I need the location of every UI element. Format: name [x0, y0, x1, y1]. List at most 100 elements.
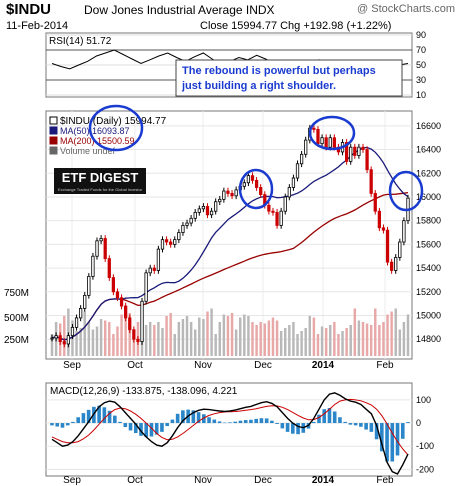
macd-histogram-bar — [170, 419, 175, 424]
price-candle-body — [254, 179, 259, 188]
macd-histogram-bar — [228, 422, 232, 424]
macd-histogram-bar — [97, 405, 101, 424]
volume-bar — [284, 328, 287, 356]
price-candle-body — [99, 238, 103, 242]
price-x-label: Feb — [376, 360, 394, 371]
price-candle-body — [320, 137, 324, 145]
price-tick-label: 16200 — [416, 168, 441, 178]
macd-histogram-bar — [123, 423, 128, 427]
volume-tick-label: 500M — [4, 313, 29, 324]
macd-histogram-bar — [65, 423, 70, 426]
price-candle-body — [381, 227, 386, 231]
volume-bar — [320, 326, 324, 356]
volume-bar — [222, 314, 226, 356]
price-candle-body — [124, 305, 128, 319]
macd-histogram-bar — [406, 422, 410, 424]
volume-bar — [173, 334, 176, 356]
watermark: @ StockCharts.com — [357, 3, 455, 15]
macd-panel-frame — [45, 382, 413, 477]
volume-bar — [374, 308, 377, 356]
volume-bar — [87, 322, 91, 356]
volume-bar — [206, 311, 209, 356]
price-tick-label: 15200 — [416, 287, 441, 297]
price-tick-label: 16600 — [416, 121, 441, 131]
price-legend-swatch — [49, 136, 58, 145]
price-candle-body — [365, 149, 369, 171]
price-candle-body — [230, 193, 234, 197]
macd-histogram-bar — [149, 423, 154, 437]
quote-date: 11-Feb-2014 — [6, 20, 69, 32]
price-candle-body — [299, 153, 304, 165]
volume-bar — [214, 334, 217, 356]
price-layer: 16600 16400 16200 16000 15800 15600 15400 15200… — [4, 111, 441, 371]
volume-bar — [341, 331, 344, 356]
ma50-line — [51, 146, 409, 341]
price-candle-body — [87, 275, 91, 296]
volume-bar — [230, 313, 234, 356]
price-candle-body — [259, 187, 263, 196]
macd-histogram-bar — [202, 414, 206, 424]
macd-histogram-bar — [191, 410, 196, 424]
macd-histogram-bar — [102, 407, 107, 424]
price-candle-body — [385, 229, 390, 263]
volume-bar — [304, 328, 307, 356]
price-candle-body — [402, 220, 406, 243]
macd-histogram-bar — [165, 423, 169, 427]
price-candle-body — [70, 326, 75, 337]
macd-histogram-bar — [181, 410, 185, 424]
volume-bar — [263, 323, 267, 356]
macd-histogram-bar — [128, 423, 133, 431]
macd-histogram-bar — [139, 423, 143, 436]
price-candle-body — [369, 169, 373, 194]
macd-histogram-bar — [285, 423, 290, 432]
volume-bar — [132, 334, 136, 356]
price-candle-body — [103, 238, 107, 260]
macd-histogram-bar — [212, 419, 217, 424]
macd-histogram-bar — [311, 421, 316, 424]
price-candle-body — [173, 239, 177, 245]
price-candle-body — [361, 146, 365, 150]
volume-bar — [234, 329, 238, 356]
volume-bar — [390, 311, 393, 356]
macd-histogram-bar — [60, 423, 65, 428]
volume-bar — [165, 316, 168, 356]
rsi-label: RSI(14) 51.72 — [49, 36, 112, 47]
price-tick-label: 15000 — [416, 311, 441, 321]
macd-histogram-bar — [118, 421, 122, 424]
price-tick-label: 14800 — [416, 334, 441, 344]
highlight-circle-head — [308, 115, 356, 151]
volume-bar — [255, 325, 258, 356]
price-legend-swatch — [49, 116, 58, 125]
rsi-tick-label: 70 — [416, 45, 426, 55]
price-candle-body — [164, 239, 169, 243]
price-candle-body — [54, 335, 58, 339]
volume-bar — [177, 322, 181, 356]
price-candle-body — [201, 206, 206, 210]
macd-histogram-bar — [291, 423, 295, 434]
price-candle-body — [250, 175, 255, 181]
price-candle-body — [312, 127, 316, 130]
volume-bar — [288, 325, 291, 356]
volume-bar — [189, 322, 193, 356]
price-candle-body — [218, 198, 222, 203]
macd-histogram-bar — [400, 423, 405, 439]
close-change-readout: Close 15994.77 Chg +192.98 (+1.22%) — [200, 20, 392, 32]
macd-histogram-bar — [207, 417, 211, 424]
price-candle-body — [144, 272, 148, 302]
macd-x-label: Sep — [63, 475, 81, 486]
volume-bar — [144, 325, 148, 356]
volume-bar — [120, 314, 123, 356]
macd-histogram-bar — [259, 418, 264, 424]
volume-bar — [79, 328, 82, 356]
volume-bar — [357, 320, 361, 356]
volume-bar — [198, 317, 201, 356]
price-candle-body — [328, 137, 332, 148]
volume-bar — [193, 329, 197, 356]
price-candle-body — [205, 206, 210, 216]
macd-histogram-bar — [338, 417, 342, 424]
macd-histogram-bar — [144, 423, 149, 437]
price-x-label: 2014 — [312, 360, 335, 371]
volume-bar — [95, 326, 99, 356]
volume-bar — [157, 322, 160, 356]
macd-histogram-bar — [296, 423, 300, 435]
